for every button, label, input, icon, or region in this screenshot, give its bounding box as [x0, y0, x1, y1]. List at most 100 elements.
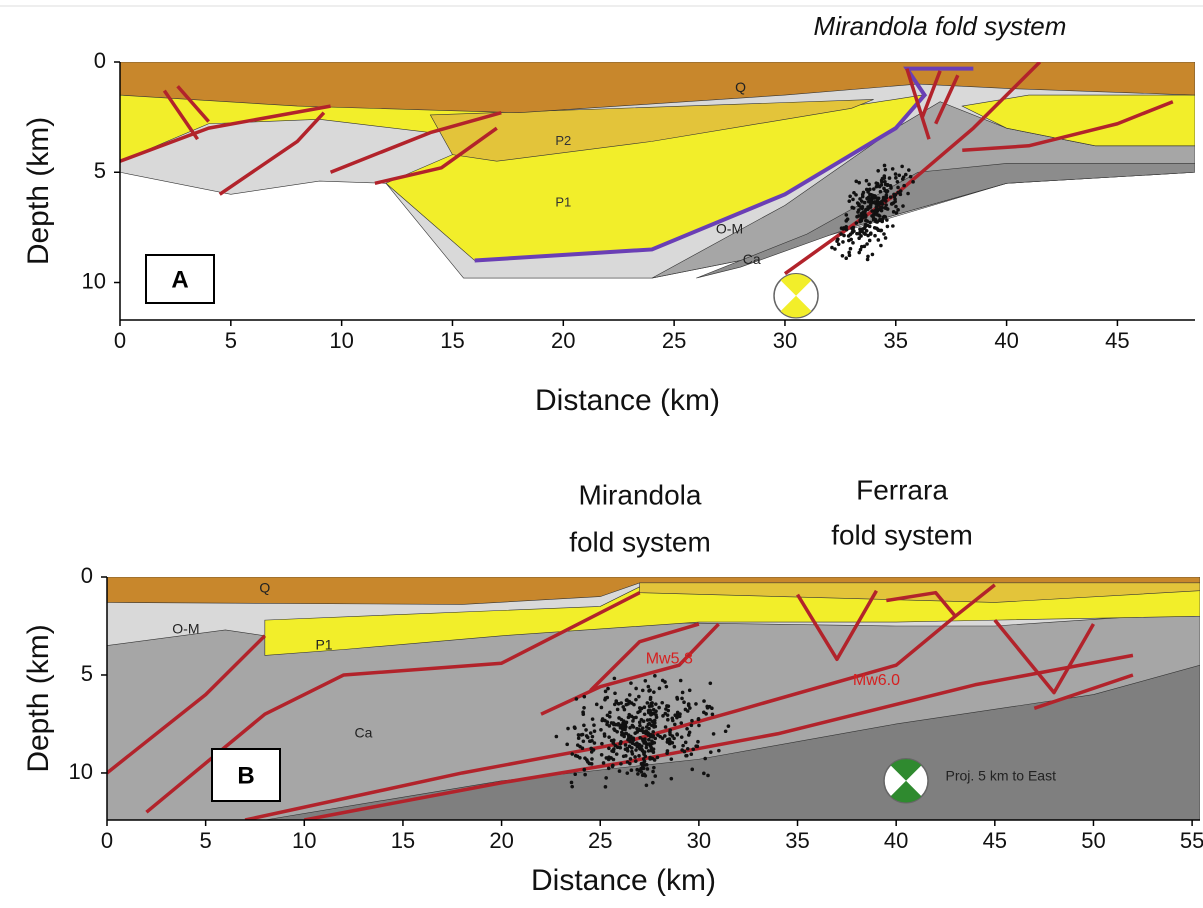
earthquake	[844, 219, 848, 223]
earthquake	[686, 747, 690, 751]
earthquake	[577, 733, 581, 737]
earthquake	[675, 733, 679, 737]
earthquake	[581, 733, 585, 737]
earthquake	[644, 679, 648, 683]
earthquake	[631, 719, 635, 723]
earthquake	[883, 180, 887, 184]
earthquake	[624, 743, 628, 747]
earthquake	[611, 764, 615, 768]
earthquake	[670, 757, 674, 761]
earthquake	[582, 695, 586, 699]
annotation: Mirandola	[579, 479, 702, 510]
earthquake	[625, 771, 629, 775]
earthquake	[683, 750, 687, 754]
earthquake	[686, 709, 690, 713]
earthquake	[632, 703, 636, 707]
earthquake	[637, 695, 641, 699]
earthquake	[688, 731, 692, 735]
earthquake	[866, 190, 870, 194]
x-tick-label: 35	[785, 828, 809, 853]
panel: 05101520253035404550550510Distance (km)D…	[22, 474, 1203, 897]
earthquake	[606, 687, 610, 691]
earthquake	[684, 741, 688, 745]
earthquake	[628, 762, 632, 766]
earthquake	[848, 194, 852, 198]
earthquake	[911, 180, 915, 184]
earthquake	[619, 701, 623, 705]
earthquake	[685, 754, 689, 758]
earthquake	[628, 726, 632, 730]
earthquake	[882, 187, 886, 191]
earthquake	[629, 757, 633, 761]
earthquake	[591, 717, 595, 721]
x-tick-label: 15	[391, 828, 415, 853]
earthquake	[666, 749, 670, 753]
earthquake	[618, 769, 622, 773]
earthquake	[711, 712, 715, 716]
earthquake	[888, 176, 892, 180]
earthquake	[678, 712, 682, 716]
earthquake	[616, 708, 620, 712]
earthquake	[630, 746, 634, 750]
x-tick-label: 55	[1180, 828, 1203, 853]
earthquake	[651, 770, 655, 774]
earthquake	[652, 690, 656, 694]
earthquake	[885, 218, 889, 222]
earthquake	[634, 687, 638, 691]
x-tick-label: 50	[1081, 828, 1105, 853]
earthquake	[607, 735, 611, 739]
earthquake	[625, 698, 629, 702]
earthquake	[581, 746, 585, 750]
x-axis-label: Distance (km)	[531, 864, 716, 897]
earthquake	[727, 724, 731, 728]
earthquake	[604, 785, 608, 789]
y-tick-label: 0	[94, 48, 106, 73]
earthquake	[634, 748, 638, 752]
earthquake	[582, 706, 586, 710]
earthquake	[641, 764, 645, 768]
earthquake	[687, 704, 691, 708]
earthquake	[595, 703, 599, 707]
earthquake	[896, 180, 900, 184]
earthquake	[661, 736, 665, 740]
earthquake	[891, 224, 895, 228]
earthquake	[653, 774, 657, 778]
x-tick-label: 30	[773, 328, 797, 353]
earthquake	[873, 200, 877, 204]
earthquake	[663, 680, 667, 684]
earthquake	[577, 736, 581, 740]
earthquake	[882, 232, 886, 236]
earthquake	[600, 719, 604, 723]
earthquake	[608, 715, 612, 719]
earthquake	[668, 728, 672, 732]
earthquake	[646, 718, 650, 722]
annotation: P1	[315, 636, 332, 652]
earthquake	[865, 197, 869, 201]
earthquake	[681, 744, 685, 748]
earthquake	[872, 196, 876, 200]
earthquake	[647, 685, 651, 689]
y-tick-label: 0	[81, 563, 93, 588]
earthquake	[694, 744, 698, 748]
earthquake	[852, 206, 856, 210]
earthquake	[863, 210, 867, 214]
earthquake	[604, 690, 608, 694]
x-tick-label: 5	[225, 328, 237, 353]
earthquake	[670, 716, 674, 720]
earthquake	[837, 242, 841, 246]
earthquake	[652, 766, 656, 770]
earthquake	[881, 202, 885, 206]
earthquake	[717, 749, 721, 753]
earthquake	[589, 731, 593, 735]
earthquake	[879, 190, 883, 194]
earthquake	[573, 725, 577, 729]
earthquake	[861, 193, 865, 197]
earthquake	[893, 200, 897, 204]
earthquake	[855, 215, 859, 219]
earthquake	[835, 239, 839, 243]
earthquake	[578, 756, 582, 760]
y-tick-label: 5	[94, 158, 106, 183]
earthquake	[608, 711, 612, 715]
earthquake	[638, 728, 642, 732]
